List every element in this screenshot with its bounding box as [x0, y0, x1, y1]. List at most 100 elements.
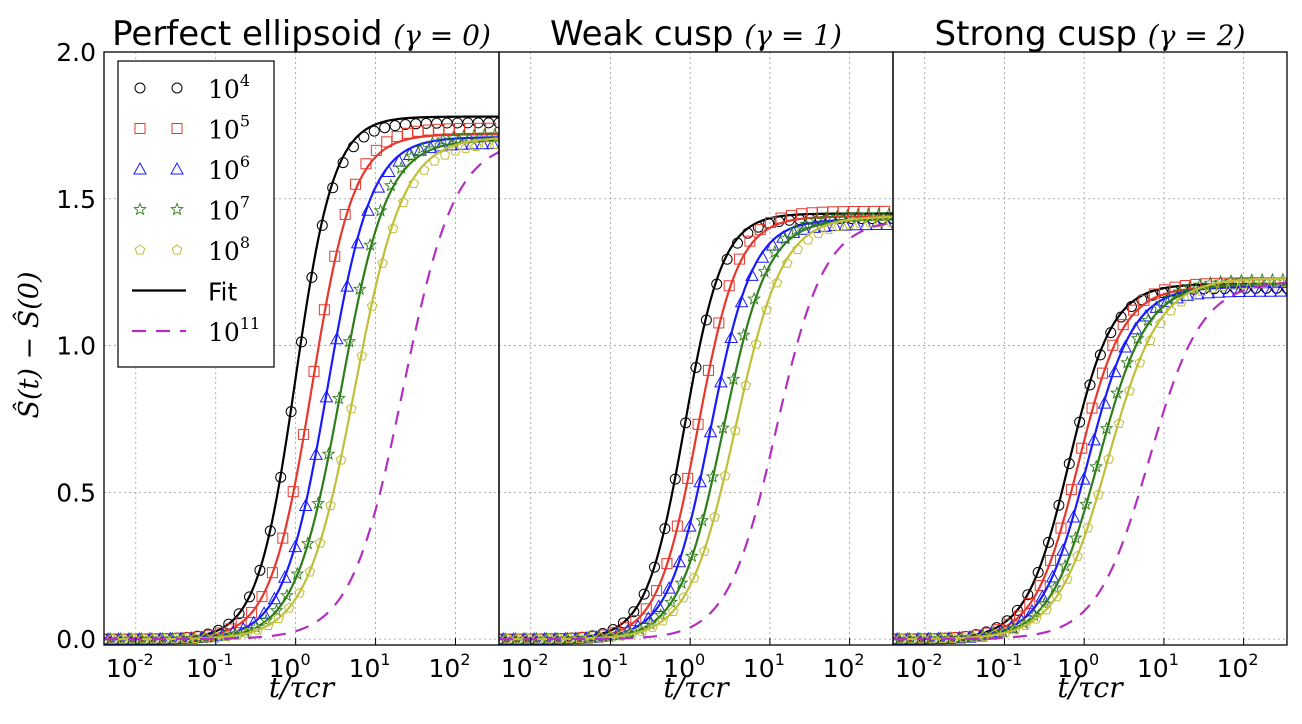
data-point — [809, 213, 824, 227]
data-point — [418, 164, 430, 175]
data-point — [724, 330, 739, 343]
data-point — [314, 537, 326, 548]
data-point — [387, 222, 399, 234]
data-point — [285, 406, 297, 418]
data-point — [771, 277, 783, 288]
data-point — [277, 532, 289, 544]
data-point — [999, 627, 1011, 638]
data-point — [767, 244, 782, 259]
data-point — [734, 294, 749, 308]
data-point — [1034, 579, 1046, 591]
data-point — [275, 471, 287, 483]
data-point — [885, 216, 893, 227]
series-points-10e5 — [893, 277, 1285, 645]
data-point — [491, 138, 499, 150]
data-point — [262, 619, 274, 631]
legend-marker — [134, 82, 146, 94]
data-point — [788, 222, 803, 236]
data-point — [311, 496, 326, 510]
data-point — [995, 624, 1010, 639]
data-point — [439, 149, 451, 160]
data-point — [947, 632, 959, 643]
data-point — [1094, 349, 1106, 361]
x-tick-label: 102 — [1217, 650, 1259, 683]
data-point — [325, 499, 336, 511]
data-point — [875, 216, 886, 227]
data-point — [361, 203, 375, 216]
data-point — [319, 389, 334, 403]
data-point — [294, 587, 305, 598]
data-point — [246, 606, 258, 618]
series-points-10e6 — [499, 217, 893, 645]
x-tick-label: 101 — [1137, 650, 1179, 683]
data-point — [1041, 604, 1052, 615]
data-point — [802, 234, 814, 245]
data-point — [713, 317, 725, 329]
data-point — [828, 218, 842, 232]
legend-label: Fit — [208, 278, 238, 307]
data-point — [958, 632, 969, 643]
data-point — [1061, 573, 1073, 584]
data-point — [798, 216, 813, 231]
data-point — [1175, 296, 1187, 307]
data-point — [329, 331, 344, 345]
data-point — [813, 227, 824, 239]
data-point — [368, 125, 380, 137]
grid — [499, 51, 893, 645]
data-point — [117, 633, 129, 644]
data-point — [647, 621, 658, 632]
data-point — [1227, 279, 1239, 290]
data-point — [347, 141, 359, 153]
x-tick-label: 101 — [349, 650, 391, 683]
panel-title: Strong cusp (γ = 2) — [935, 14, 1246, 54]
data-point — [574, 632, 586, 644]
data-point — [702, 364, 714, 376]
data-point — [906, 633, 918, 644]
x-tick-label: 10-2 — [501, 650, 549, 683]
data-point — [1022, 589, 1034, 601]
data-point — [823, 223, 835, 234]
data-point — [1086, 402, 1098, 414]
data-point — [346, 403, 357, 414]
data-point — [340, 279, 355, 292]
y-tick-label: 0.5 — [56, 478, 96, 507]
data-point — [830, 209, 844, 223]
data-point — [304, 566, 316, 577]
data-point — [745, 268, 759, 281]
data-point — [360, 158, 372, 170]
data-point — [1224, 273, 1238, 288]
data-point — [1155, 317, 1166, 328]
data-point — [692, 418, 704, 430]
data-point — [848, 217, 863, 231]
data-point — [1096, 367, 1108, 379]
data-point — [605, 631, 617, 642]
data-point — [287, 486, 299, 498]
data-point — [207, 629, 222, 644]
data-point — [316, 219, 328, 231]
data-point — [1030, 613, 1042, 624]
data-point — [394, 160, 409, 174]
data-point — [584, 632, 596, 643]
data-point — [422, 124, 434, 136]
data-point — [616, 630, 627, 641]
data-point — [244, 591, 256, 603]
data-point — [641, 611, 656, 624]
data-point — [210, 631, 222, 643]
series-points-10e8 — [895, 277, 1287, 644]
data-point — [392, 154, 407, 167]
data-point — [643, 616, 658, 630]
data-point — [280, 588, 294, 602]
data-point — [398, 196, 409, 207]
data-point — [754, 224, 766, 236]
data-point — [465, 136, 479, 150]
data-point — [564, 633, 575, 644]
grid — [893, 51, 1287, 645]
data-point — [819, 210, 834, 225]
data-point — [350, 235, 365, 249]
data-point — [1161, 290, 1176, 305]
data-point — [259, 613, 274, 627]
panel-title: Weak cusp (γ = 1) — [550, 14, 842, 54]
plot-area — [104, 115, 499, 645]
data-point — [475, 136, 490, 150]
